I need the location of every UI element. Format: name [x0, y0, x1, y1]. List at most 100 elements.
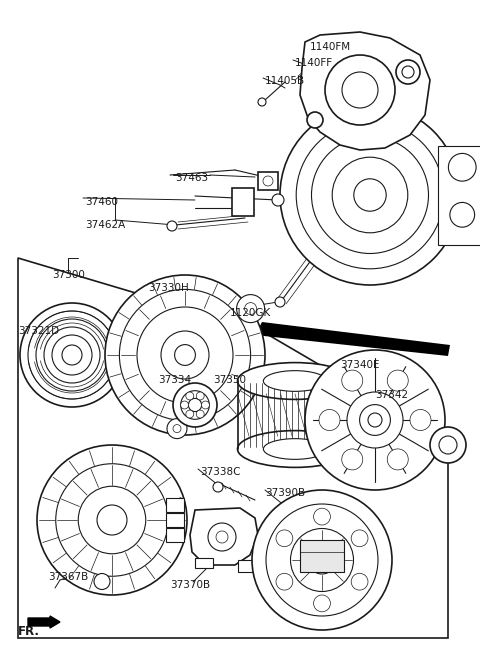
Circle shape [276, 573, 293, 590]
Circle shape [252, 490, 392, 630]
Circle shape [342, 370, 363, 391]
Circle shape [120, 289, 251, 420]
Text: 37463: 37463 [175, 173, 208, 183]
Circle shape [354, 179, 386, 211]
Circle shape [342, 72, 378, 108]
Polygon shape [255, 322, 450, 356]
Circle shape [237, 295, 264, 323]
Circle shape [290, 529, 353, 592]
Circle shape [196, 392, 204, 400]
Circle shape [62, 345, 82, 365]
Circle shape [208, 523, 236, 551]
Bar [232, 188, 254, 216]
Text: 1140FF: 1140FF [295, 58, 333, 68]
Circle shape [272, 194, 284, 206]
Circle shape [332, 157, 408, 233]
Circle shape [439, 436, 457, 454]
Circle shape [186, 410, 194, 418]
Text: 37462A: 37462A [85, 220, 125, 230]
Circle shape [56, 464, 168, 576]
Circle shape [36, 319, 108, 391]
Circle shape [97, 505, 127, 535]
Circle shape [305, 350, 445, 490]
Circle shape [312, 136, 429, 253]
Text: 37390B: 37390B [265, 488, 305, 498]
Circle shape [188, 398, 202, 411]
Circle shape [325, 55, 395, 125]
Circle shape [167, 419, 187, 439]
Bar [437, 146, 480, 245]
Bar [166, 528, 184, 542]
Circle shape [402, 66, 414, 78]
Circle shape [296, 121, 444, 269]
Circle shape [450, 203, 475, 227]
Text: 37321D: 37321D [18, 326, 59, 336]
Circle shape [351, 573, 368, 590]
Text: 37350: 37350 [213, 375, 246, 385]
Circle shape [196, 410, 204, 418]
Text: 37340E: 37340E [340, 360, 380, 370]
Polygon shape [190, 508, 258, 565]
Circle shape [37, 445, 187, 595]
Text: 37342: 37342 [375, 390, 408, 400]
Circle shape [137, 307, 233, 403]
Circle shape [342, 449, 363, 470]
Circle shape [202, 401, 209, 409]
Circle shape [167, 221, 177, 231]
Circle shape [319, 409, 340, 430]
Circle shape [105, 275, 265, 435]
Circle shape [360, 405, 390, 436]
Text: 37334: 37334 [158, 375, 191, 385]
Circle shape [351, 530, 368, 546]
Circle shape [307, 112, 323, 128]
Text: 37460: 37460 [85, 197, 118, 207]
Circle shape [216, 531, 228, 543]
Text: 37300: 37300 [52, 270, 85, 280]
Circle shape [20, 303, 124, 407]
Circle shape [313, 508, 330, 525]
Circle shape [44, 327, 100, 383]
Circle shape [213, 482, 223, 492]
Circle shape [266, 504, 378, 616]
Text: 37370B: 37370B [170, 580, 210, 590]
Circle shape [94, 573, 110, 590]
Circle shape [28, 311, 116, 399]
Circle shape [161, 331, 209, 379]
Bar [300, 540, 344, 572]
Circle shape [258, 98, 266, 106]
Circle shape [180, 391, 209, 419]
Circle shape [186, 392, 194, 400]
Ellipse shape [238, 430, 352, 467]
Bar [238, 560, 258, 572]
Bar [166, 498, 184, 512]
Circle shape [430, 427, 466, 463]
Text: 1140FM: 1140FM [310, 42, 351, 52]
Circle shape [308, 546, 336, 574]
Text: 37330H: 37330H [148, 283, 189, 293]
Text: 1120GK: 1120GK [230, 308, 271, 318]
Circle shape [175, 344, 195, 365]
Circle shape [347, 392, 403, 448]
Circle shape [52, 335, 92, 375]
Bar [166, 513, 184, 527]
Circle shape [387, 370, 408, 391]
Ellipse shape [238, 363, 352, 400]
Circle shape [173, 383, 217, 427]
Circle shape [387, 449, 408, 470]
FancyArrow shape [28, 616, 60, 628]
Circle shape [313, 595, 330, 612]
Polygon shape [18, 258, 448, 638]
Circle shape [180, 401, 189, 409]
Circle shape [410, 409, 431, 430]
Circle shape [280, 105, 460, 285]
Circle shape [78, 486, 146, 554]
Text: FR.: FR. [18, 625, 40, 638]
Text: 11405B: 11405B [265, 76, 305, 86]
Circle shape [173, 424, 181, 432]
Circle shape [368, 413, 382, 427]
Circle shape [275, 297, 285, 307]
Ellipse shape [264, 371, 326, 392]
Ellipse shape [264, 439, 326, 459]
Polygon shape [300, 32, 430, 150]
Text: 37338C: 37338C [200, 467, 240, 477]
